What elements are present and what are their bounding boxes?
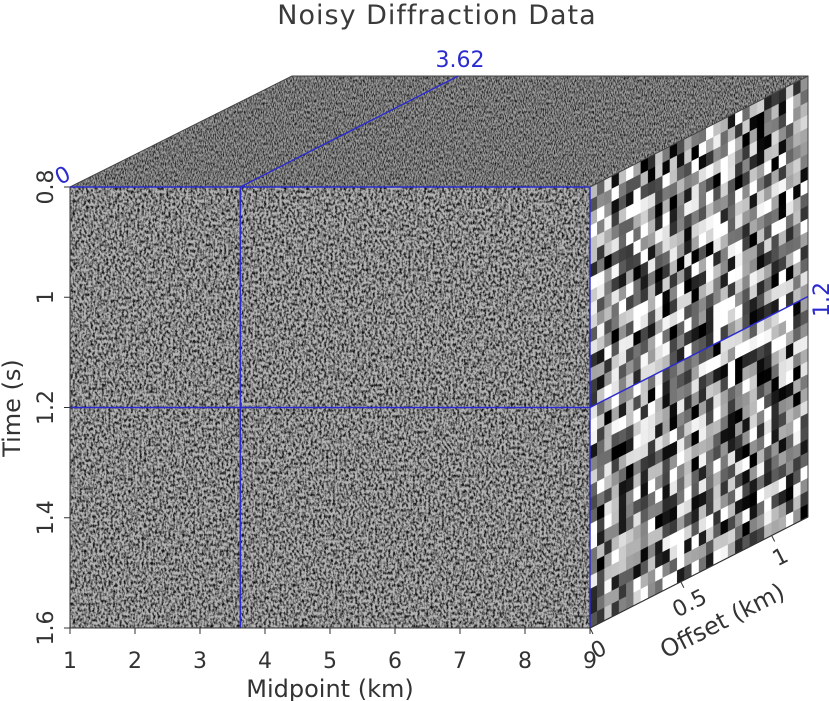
offset-axis-label: Offset (km) [656, 578, 790, 665]
y-tick-label: 1 [34, 290, 59, 304]
x-tick-label: 7 [453, 649, 467, 674]
offset-tick-mark [589, 627, 594, 635]
slice-label-time: 1.2 [810, 282, 829, 317]
slice-label-midpoint: 3.62 [436, 48, 485, 73]
x-tick-label: 5 [323, 649, 337, 674]
x-tick-label: 1 [63, 649, 77, 674]
offset-tick-mark [680, 581, 685, 588]
y-axis-label: Time (s) [0, 359, 26, 458]
x-tick-label: 9 [583, 649, 597, 674]
offset-tick-label: 1 [769, 543, 793, 572]
y-tick-label: 1.2 [34, 390, 59, 425]
y-tick-label: 0.8 [34, 170, 59, 205]
x-tick-label: 8 [518, 649, 532, 674]
y-tick-label: 1.6 [34, 611, 59, 646]
offset-tick-mark [771, 535, 776, 542]
x-tick-label: 3 [193, 649, 207, 674]
x-axis-label: Midpoint (km) [246, 675, 413, 701]
side-face [590, 76, 808, 628]
chart-title: Noisy Diffraction Data [277, 0, 596, 31]
x-tick-label: 4 [258, 649, 272, 674]
y-tick-label: 1.4 [34, 500, 59, 535]
x-tick-label: 2 [128, 649, 142, 674]
x-tick-label: 6 [388, 649, 402, 674]
